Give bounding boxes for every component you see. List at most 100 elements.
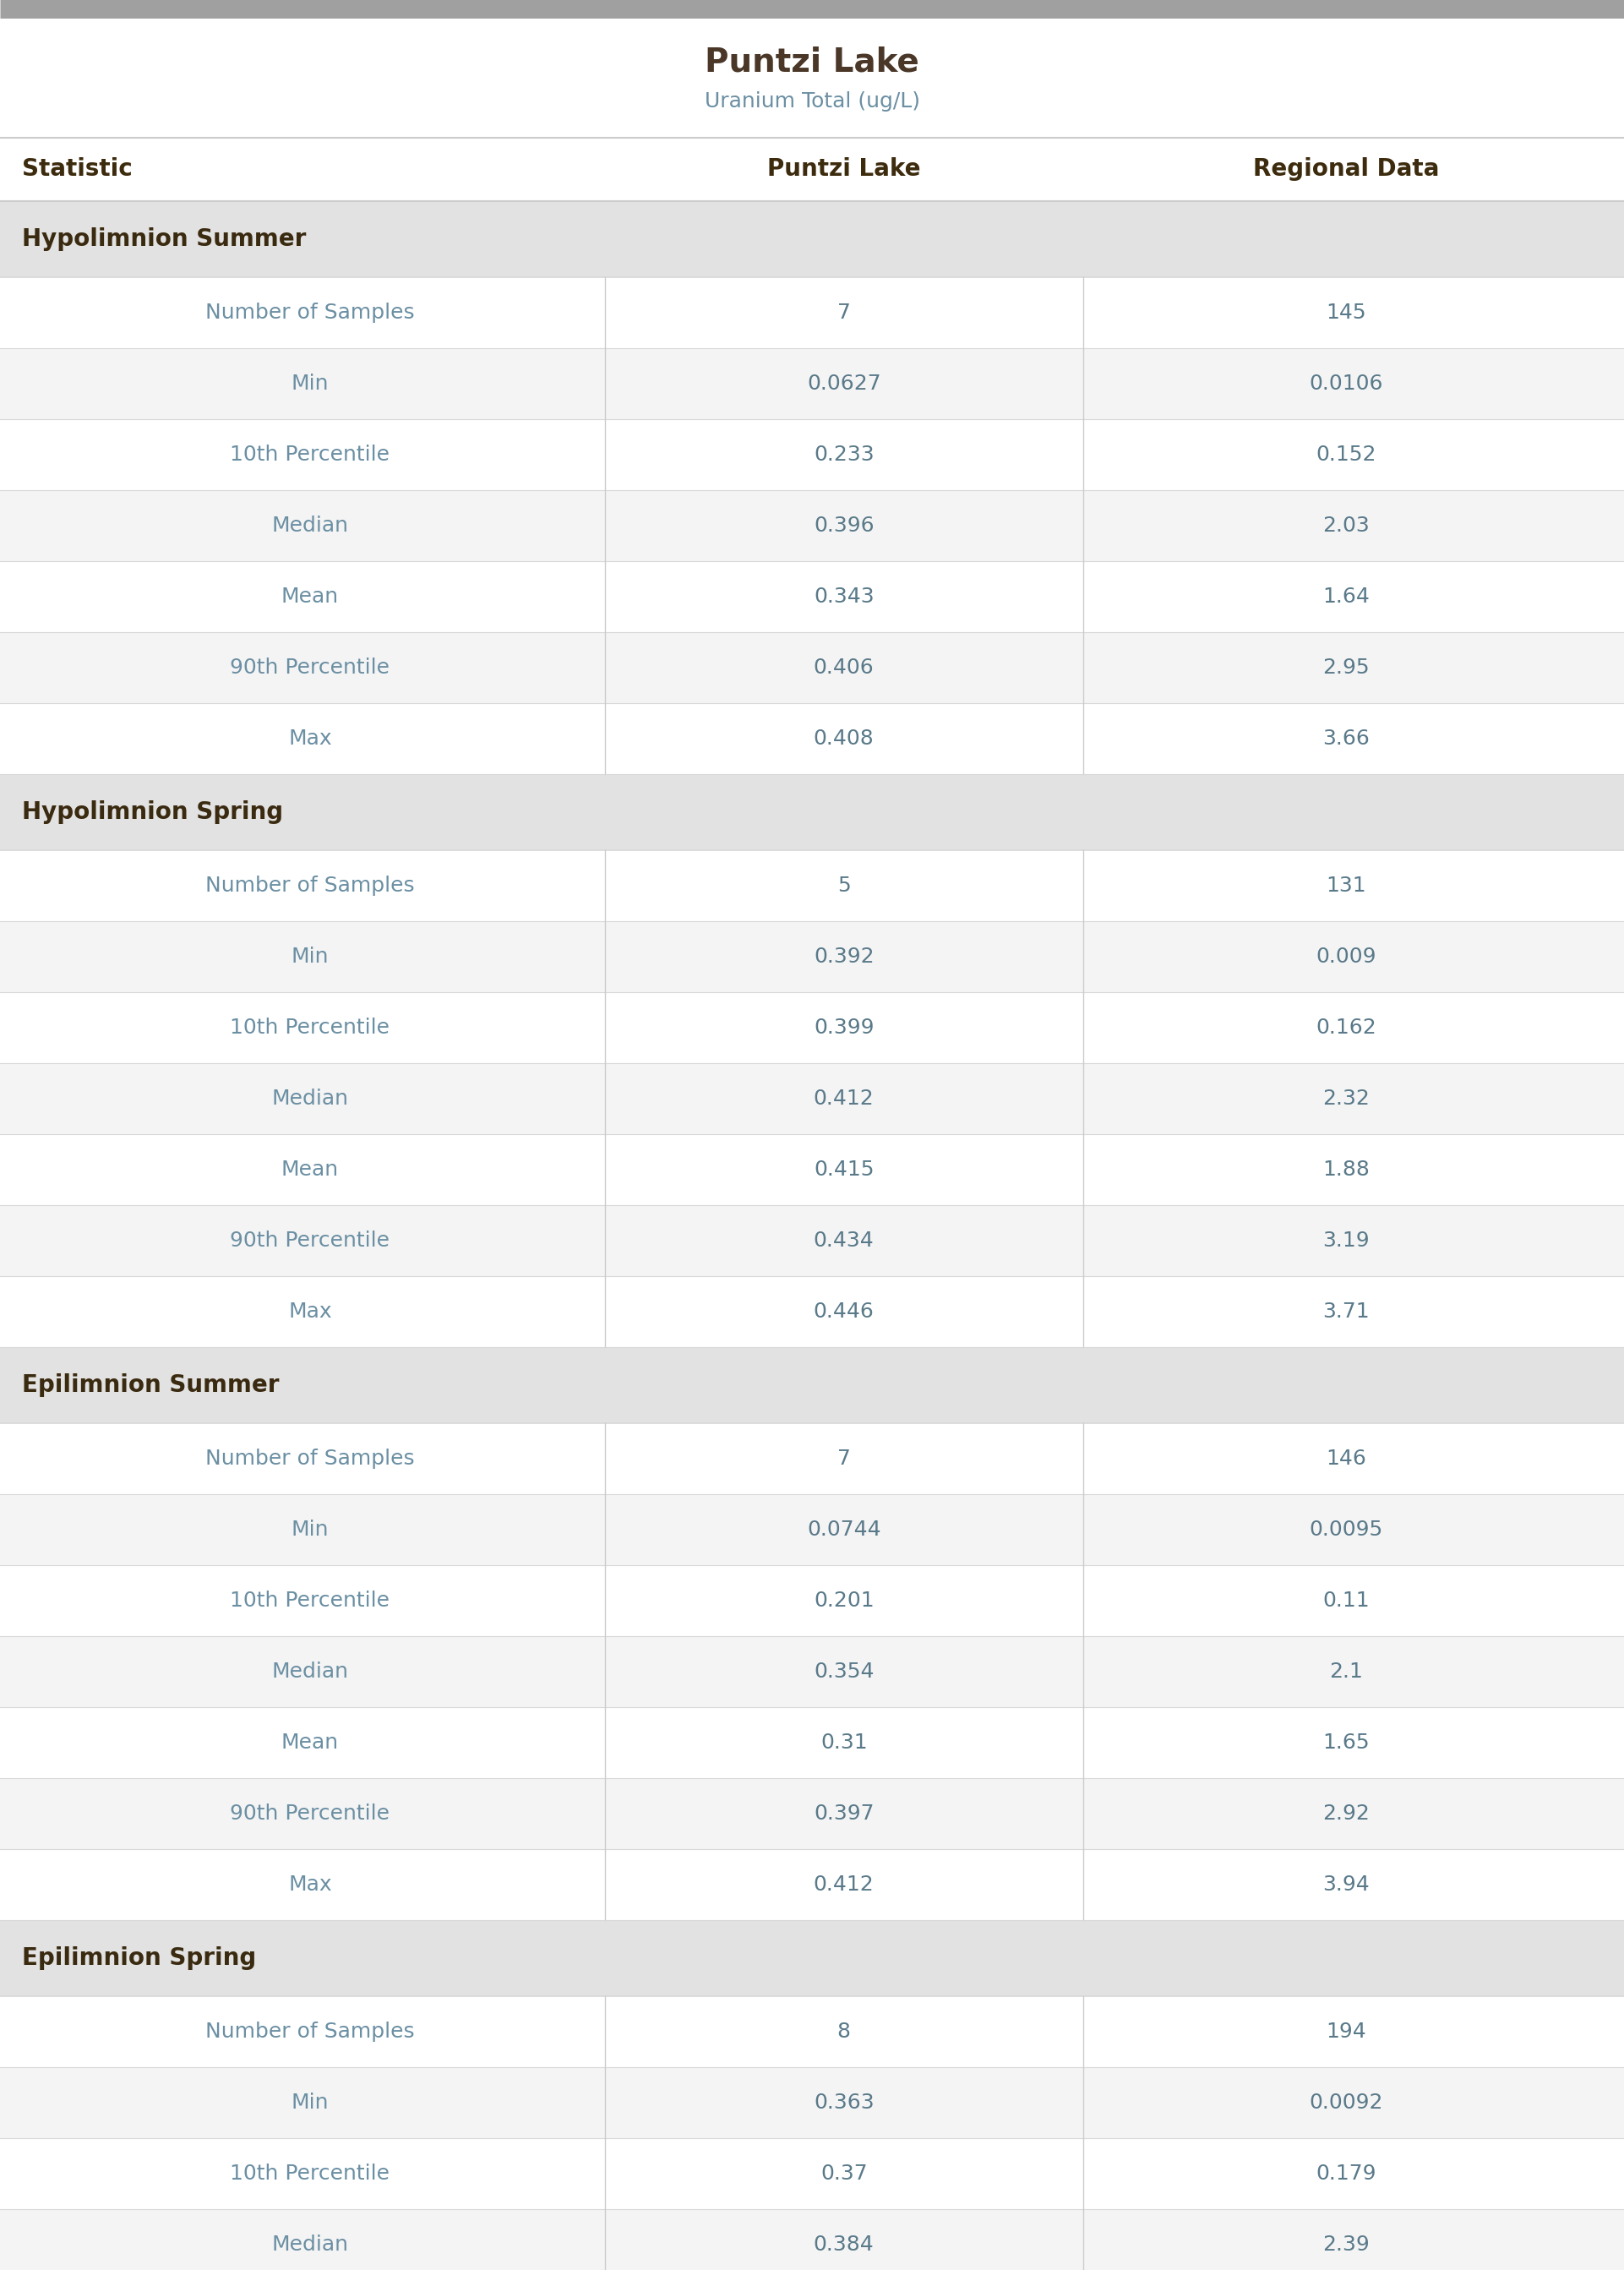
Bar [0, 138, 1624, 202]
Bar [0, 277, 1624, 347]
Text: 0.396: 0.396 [814, 515, 874, 536]
Bar [0, 1423, 1624, 1494]
Text: 0.009: 0.009 [1315, 947, 1376, 967]
Text: Max: Max [287, 729, 331, 749]
Bar [0, 1062, 1624, 1135]
Text: Epilimnion Summer: Epilimnion Summer [23, 1373, 279, 1396]
Text: 10th Percentile: 10th Percentile [231, 1591, 390, 1612]
Text: Median: Median [271, 1090, 349, 1108]
Text: 90th Percentile: 90th Percentile [231, 1230, 390, 1251]
Bar [0, 1276, 1624, 1346]
Text: Number of Samples: Number of Samples [205, 302, 414, 322]
Text: 2.95: 2.95 [1322, 658, 1369, 679]
Bar [0, 992, 1624, 1062]
Text: 3.66: 3.66 [1322, 729, 1369, 749]
Bar [0, 2209, 1624, 2270]
Bar [0, 1346, 1624, 1423]
Text: Hypolimnion Spring: Hypolimnion Spring [23, 801, 283, 824]
Text: 0.0106: 0.0106 [1309, 375, 1382, 393]
Bar [0, 704, 1624, 774]
Text: Regional Data: Regional Data [1252, 157, 1439, 182]
Text: Mean: Mean [281, 586, 339, 606]
Bar [0, 1777, 1624, 1850]
Text: 146: 146 [1325, 1448, 1366, 1469]
Text: Median: Median [271, 1662, 349, 1682]
Text: Uranium Total (ug/L): Uranium Total (ug/L) [705, 91, 919, 111]
Text: Number of Samples: Number of Samples [205, 1448, 414, 1469]
Bar [0, 561, 1624, 631]
Text: Hypolimnion Summer: Hypolimnion Summer [23, 227, 307, 252]
Text: 0.162: 0.162 [1315, 1017, 1376, 1037]
Text: Mean: Mean [281, 1160, 339, 1180]
Bar [0, 1135, 1624, 1205]
Text: 0.201: 0.201 [814, 1591, 874, 1612]
Text: 0.31: 0.31 [820, 1732, 867, 1752]
Bar [0, 1920, 1624, 1995]
Bar [0, 631, 1624, 704]
Bar [0, 1707, 1624, 1777]
Text: 131: 131 [1325, 876, 1366, 897]
Bar [0, 1494, 1624, 1566]
Bar [0, 1566, 1624, 1637]
Bar [0, 420, 1624, 490]
Bar [0, 490, 1624, 561]
Text: 0.397: 0.397 [814, 1802, 874, 1823]
Text: 2.32: 2.32 [1322, 1090, 1369, 1108]
Text: 0.0092: 0.0092 [1309, 2093, 1382, 2113]
Text: Min: Min [291, 1519, 328, 1539]
Text: 0.233: 0.233 [814, 445, 874, 465]
Text: 1.64: 1.64 [1322, 586, 1369, 606]
Text: Min: Min [291, 947, 328, 967]
Bar [0, 2138, 1624, 2209]
Text: 0.354: 0.354 [814, 1662, 874, 1682]
Text: 8: 8 [836, 2023, 851, 2041]
Text: 90th Percentile: 90th Percentile [231, 658, 390, 679]
Text: 0.0627: 0.0627 [807, 375, 880, 393]
Bar [0, 1850, 1624, 1920]
Text: 10th Percentile: 10th Percentile [231, 2163, 390, 2184]
Text: 0.363: 0.363 [814, 2093, 874, 2113]
Text: 2.39: 2.39 [1322, 2234, 1369, 2254]
Bar [0, 1995, 1624, 2068]
Bar [0, 851, 1624, 922]
Text: Statistic: Statistic [23, 157, 133, 182]
Bar [0, 2068, 1624, 2138]
Text: 0.399: 0.399 [814, 1017, 874, 1037]
Bar [0, 1205, 1624, 1276]
Text: 2.1: 2.1 [1328, 1662, 1363, 1682]
Text: 0.343: 0.343 [814, 586, 874, 606]
Text: Max: Max [287, 1875, 331, 1895]
Text: Median: Median [271, 2234, 349, 2254]
Text: 3.94: 3.94 [1322, 1875, 1369, 1895]
Text: 0.412: 0.412 [814, 1875, 874, 1895]
Text: Epilimnion Spring: Epilimnion Spring [23, 1945, 257, 1970]
Text: 145: 145 [1325, 302, 1366, 322]
Text: 0.0744: 0.0744 [807, 1519, 880, 1539]
Text: 10th Percentile: 10th Percentile [231, 445, 390, 465]
Text: Max: Max [287, 1301, 331, 1321]
Text: Min: Min [291, 2093, 328, 2113]
Text: 5: 5 [838, 876, 851, 897]
Text: Puntzi Lake: Puntzi Lake [767, 157, 921, 182]
Text: Mean: Mean [281, 1732, 339, 1752]
Bar [0, 1637, 1624, 1707]
Text: Puntzi Lake: Puntzi Lake [705, 45, 919, 77]
Text: 10th Percentile: 10th Percentile [231, 1017, 390, 1037]
Text: 0.11: 0.11 [1322, 1591, 1369, 1612]
Text: Median: Median [271, 515, 349, 536]
Text: 0.392: 0.392 [814, 947, 874, 967]
Text: 0.0095: 0.0095 [1309, 1519, 1382, 1539]
Text: 0.434: 0.434 [814, 1230, 874, 1251]
Text: 1.88: 1.88 [1322, 1160, 1369, 1180]
Text: 0.412: 0.412 [814, 1090, 874, 1108]
Text: 0.152: 0.152 [1315, 445, 1376, 465]
Bar [0, 202, 1624, 277]
Bar [0, 347, 1624, 420]
Text: 2.92: 2.92 [1322, 1802, 1369, 1823]
Text: Number of Samples: Number of Samples [205, 2023, 414, 2041]
Text: 2.03: 2.03 [1322, 515, 1369, 536]
Text: 3.71: 3.71 [1322, 1301, 1369, 1321]
Text: 0.408: 0.408 [814, 729, 874, 749]
Text: 1.65: 1.65 [1322, 1732, 1369, 1752]
Text: Number of Samples: Number of Samples [205, 876, 414, 897]
